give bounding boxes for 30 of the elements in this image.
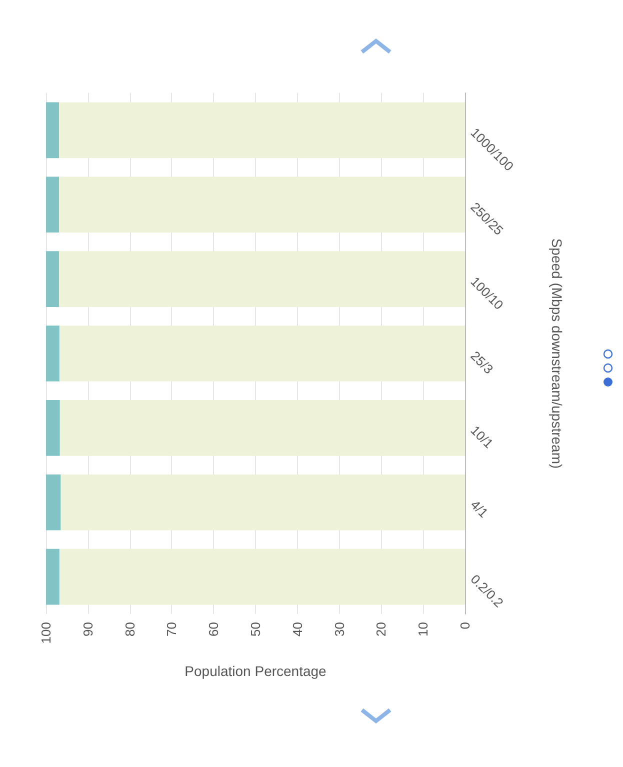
y-tick-label: 25/3 — [468, 348, 496, 377]
bar — [60, 400, 465, 456]
bar — [46, 176, 59, 233]
bar — [59, 326, 465, 382]
y-tick-label: 4/1 — [468, 497, 492, 520]
bar — [46, 251, 59, 307]
x-axis-title: Population Percentage — [184, 663, 327, 679]
x-tick-label: 50 — [248, 622, 263, 636]
bar — [58, 176, 465, 233]
bar — [46, 548, 60, 605]
x-tick-label: 60 — [206, 622, 222, 636]
y-tick-label: 10/1 — [468, 422, 496, 452]
bar — [46, 326, 60, 382]
bar — [46, 474, 61, 530]
x-tick-label: 40 — [290, 622, 305, 636]
bar — [58, 251, 465, 307]
bar — [46, 102, 59, 158]
y-axis-title: Speed (Mbps downstream/upstream) — [549, 238, 565, 469]
x-tick-label: 0 — [458, 622, 472, 630]
x-tick-label: 100 — [38, 622, 54, 644]
x-tick-label: 90 — [80, 622, 96, 636]
bar — [59, 548, 465, 605]
x-tick-label: 30 — [332, 622, 347, 636]
bar — [58, 102, 465, 158]
x-tick-label: 70 — [164, 622, 180, 636]
bar — [60, 474, 465, 530]
x-tick-label: 10 — [416, 622, 431, 636]
x-tick-label: 20 — [374, 622, 389, 636]
bar — [46, 400, 60, 456]
x-tick-label: 80 — [122, 622, 138, 636]
